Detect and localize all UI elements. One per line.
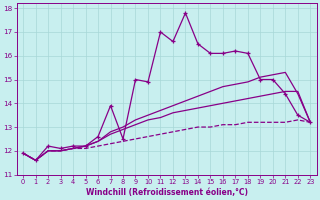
X-axis label: Windchill (Refroidissement éolien,°C): Windchill (Refroidissement éolien,°C)	[86, 188, 248, 197]
